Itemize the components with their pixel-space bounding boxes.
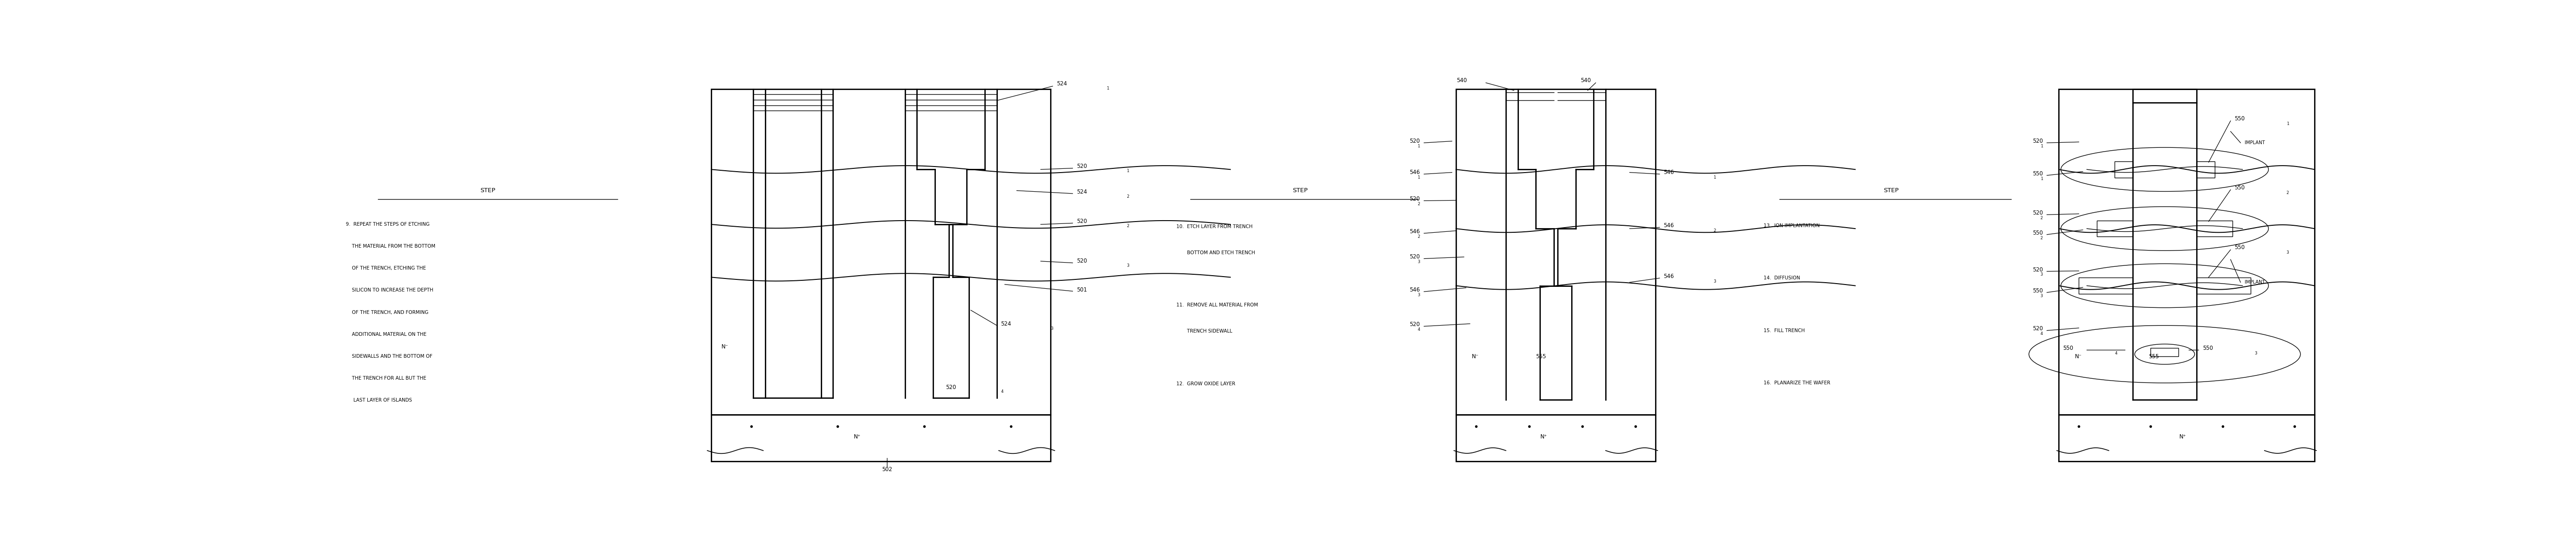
Text: 520: 520: [1409, 254, 1419, 260]
Bar: [2079, 278, 2133, 294]
Text: 15.  FILL TRENCH: 15. FILL TRENCH: [1765, 328, 1806, 333]
Text: SIDEWALLS AND THE BOTTOM OF: SIDEWALLS AND THE BOTTOM OF: [345, 354, 433, 358]
Bar: [2197, 161, 2215, 177]
Text: 13.  ION IMPLANTATION: 13. ION IMPLANTATION: [1765, 223, 1819, 228]
Bar: [2197, 278, 2251, 294]
Bar: [1455, 89, 1656, 414]
Bar: [2097, 221, 2133, 237]
Text: 520: 520: [1077, 219, 1087, 225]
Text: N⁺: N⁺: [853, 434, 860, 440]
Text: 546: 546: [1664, 273, 1674, 279]
Text: 14.  DIFFUSION: 14. DIFFUSION: [1765, 276, 1801, 281]
Text: 550: 550: [2032, 288, 2043, 294]
Text: 11.  REMOVE ALL MATERIAL FROM: 11. REMOVE ALL MATERIAL FROM: [1177, 303, 1257, 307]
Text: STEP: STEP: [1883, 188, 1899, 194]
Text: LAST LAYER OF ISLANDS: LAST LAYER OF ISLANDS: [345, 398, 412, 402]
Text: 555: 555: [2148, 354, 2159, 360]
Text: BOTTOM AND ETCH TRENCH: BOTTOM AND ETCH TRENCH: [1177, 250, 1255, 255]
Bar: [711, 89, 1051, 414]
Text: N⁻: N⁻: [1471, 354, 1479, 360]
Text: N⁻: N⁻: [2074, 354, 2081, 360]
Text: 501: 501: [1077, 287, 1087, 293]
Text: 502: 502: [881, 467, 891, 473]
Text: STEP: STEP: [1293, 188, 1309, 194]
Text: 520: 520: [2032, 326, 2043, 332]
Text: 16.  PLANARIZE THE WAFER: 16. PLANARIZE THE WAFER: [1765, 380, 1829, 385]
Text: 520: 520: [1409, 322, 1419, 328]
Text: 520: 520: [1409, 138, 1419, 144]
Bar: [2058, 89, 2313, 414]
Text: 524: 524: [1077, 189, 1087, 195]
Text: 524: 524: [1056, 81, 1066, 87]
Text: 550: 550: [2063, 345, 2074, 351]
Text: 546: 546: [1664, 223, 1674, 229]
Text: 9.  REPEAT THE STEPS OF ETCHING: 9. REPEAT THE STEPS OF ETCHING: [345, 222, 430, 227]
Text: N⁺: N⁺: [1540, 434, 1548, 440]
Text: 540: 540: [1582, 77, 1592, 83]
Text: 546: 546: [1664, 170, 1674, 176]
Text: OF THE TRENCH, ETCHING THE: OF THE TRENCH, ETCHING THE: [345, 266, 425, 271]
Bar: [2058, 414, 2313, 461]
Text: OF THE TRENCH, AND FORMING: OF THE TRENCH, AND FORMING: [345, 310, 428, 315]
Text: IMPLANT: IMPLANT: [2244, 141, 2264, 145]
Text: THE MATERIAL FROM THE BOTTOM: THE MATERIAL FROM THE BOTTOM: [345, 244, 435, 249]
Text: 550: 550: [2032, 171, 2043, 177]
Text: ADDITIONAL MATERIAL ON THE: ADDITIONAL MATERIAL ON THE: [345, 332, 428, 337]
Text: 12.  GROW OXIDE LAYER: 12. GROW OXIDE LAYER: [1177, 382, 1236, 386]
Text: TRENCH SIDEWALL: TRENCH SIDEWALL: [1177, 329, 1231, 334]
Text: 546: 546: [1409, 170, 1419, 176]
Text: 550: 550: [2032, 230, 2043, 236]
Text: 550: 550: [2202, 345, 2213, 351]
Text: 520: 520: [945, 384, 956, 390]
Text: 10.  ETCH LAYER FROM TRENCH: 10. ETCH LAYER FROM TRENCH: [1177, 224, 1252, 229]
Text: THE TRENCH FOR ALL BUT THE: THE TRENCH FOR ALL BUT THE: [345, 376, 428, 380]
Text: 520: 520: [2032, 138, 2043, 144]
Bar: [1455, 414, 1656, 461]
Text: 524: 524: [999, 321, 1012, 327]
Bar: [711, 414, 1051, 461]
Text: 546: 546: [1409, 287, 1419, 293]
Text: N⁺: N⁺: [2179, 434, 2187, 440]
Text: 520: 520: [1077, 258, 1087, 264]
Text: 550: 550: [2233, 116, 2244, 122]
Bar: [2197, 221, 2233, 237]
Bar: [2133, 89, 2197, 103]
Text: STEP: STEP: [479, 188, 495, 194]
Text: 520: 520: [1077, 164, 1087, 170]
Text: 520: 520: [1409, 196, 1419, 202]
Text: 550: 550: [2233, 245, 2244, 251]
Text: 546: 546: [1409, 228, 1419, 234]
Text: 540: 540: [1458, 77, 1468, 83]
Bar: [2151, 348, 2179, 356]
Text: 520: 520: [2032, 210, 2043, 216]
Text: IMPLANT: IMPLANT: [2244, 280, 2264, 284]
Text: SILICON TO INCREASE THE DEPTH: SILICON TO INCREASE THE DEPTH: [345, 288, 433, 293]
Text: N⁻: N⁻: [721, 344, 729, 350]
Text: 520: 520: [2032, 267, 2043, 273]
Text: 555: 555: [1535, 354, 1546, 360]
Text: 550: 550: [2233, 184, 2244, 191]
Bar: [2115, 161, 2133, 177]
